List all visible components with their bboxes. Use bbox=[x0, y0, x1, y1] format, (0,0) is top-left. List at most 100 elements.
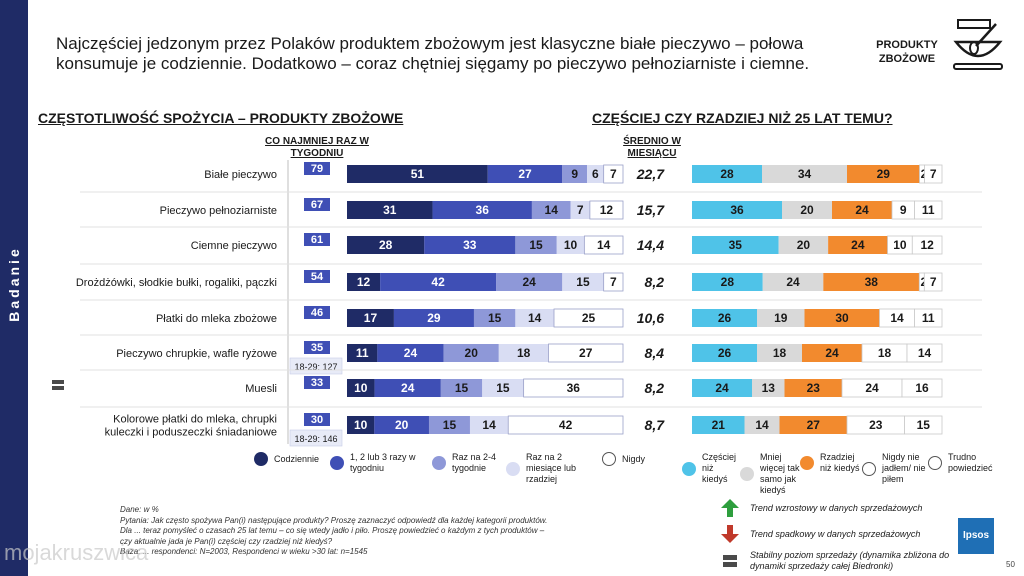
legend-left-label: Nigdy bbox=[622, 453, 646, 464]
left-segment-label: 10 bbox=[354, 381, 368, 395]
avg-month-value: 8,2 bbox=[645, 380, 665, 396]
right-segment-label: 24 bbox=[715, 381, 729, 395]
left-segment bbox=[515, 309, 554, 327]
left-segment bbox=[515, 236, 557, 254]
right-segment bbox=[901, 378, 943, 398]
avg-month-value: 10,6 bbox=[637, 310, 664, 326]
weekly-badge bbox=[304, 162, 330, 175]
right-segment-label: 14 bbox=[755, 418, 769, 432]
left-segment-label: 7 bbox=[577, 203, 584, 217]
right-segment-label: 28 bbox=[720, 167, 734, 181]
age-badge-value: 18-29: 146 bbox=[294, 434, 337, 444]
left-segment-label: 20 bbox=[395, 418, 409, 432]
right-segment bbox=[914, 308, 943, 328]
left-segment-label: 17 bbox=[364, 311, 378, 325]
legend-left-label: Codziennie bbox=[274, 453, 320, 464]
trend-down-label: Trend spadkowy w danych sprzedażowych bbox=[750, 528, 921, 539]
right-segment bbox=[692, 273, 763, 291]
right-segment bbox=[923, 272, 943, 292]
legend-right-label: Mniej więcej tak samo jak kiedyś bbox=[760, 452, 800, 495]
left-segment bbox=[347, 309, 394, 327]
left-segment-label: 12 bbox=[357, 275, 371, 289]
weekly-value: 33 bbox=[311, 377, 323, 389]
side-band: Badanie ilościowe bbox=[0, 0, 50, 576]
legend-left-item: Raz na 2-4 tygodnie bbox=[432, 452, 504, 474]
right-segment bbox=[914, 200, 943, 220]
left-segment-label: 15 bbox=[529, 238, 543, 252]
right-segment-label: 24 bbox=[786, 275, 800, 289]
notes-question-2: Dla ... teraz pomyśleć o czasach 25 lat … bbox=[120, 526, 545, 535]
notes: Dane: w % Pytania: Jak często spożywa Pa… bbox=[120, 505, 670, 558]
right-segment-label: 36 bbox=[730, 203, 744, 217]
left-segment-label: 7 bbox=[610, 275, 617, 289]
avg-month-value: 22,7 bbox=[636, 166, 665, 182]
left-segment-label: 24 bbox=[401, 381, 415, 395]
legend-right-label: Nigdy nie jadłem/ nie piłem bbox=[882, 452, 926, 484]
left-segment-label: 51 bbox=[411, 167, 425, 181]
left-segment-label: 14 bbox=[545, 203, 559, 217]
legend-right-item: Rzadziej niż kiedyś bbox=[800, 452, 862, 474]
left-segment-label: 42 bbox=[559, 418, 573, 432]
right-segment bbox=[904, 415, 943, 435]
right-segment-label: 18 bbox=[878, 346, 892, 360]
avg-month-value: 14,4 bbox=[637, 237, 664, 253]
left-segment bbox=[548, 343, 624, 363]
left-segment-label: 36 bbox=[476, 203, 490, 217]
weekly-badge bbox=[304, 306, 330, 319]
right-segment-label: 24 bbox=[825, 346, 839, 360]
row-label: Ciemne pieczywo bbox=[191, 240, 277, 252]
left-segment-label: 9 bbox=[571, 167, 578, 181]
left-segment bbox=[507, 415, 624, 435]
right-segment bbox=[778, 236, 829, 254]
right-segment bbox=[692, 344, 757, 362]
right-segment-label: 24 bbox=[851, 238, 865, 252]
left-segment bbox=[347, 344, 378, 362]
right-segment-label: 13 bbox=[762, 381, 776, 395]
weekly-value: 35 bbox=[311, 342, 323, 354]
right-segment-label: 20 bbox=[800, 203, 814, 217]
right-segment-label: 10 bbox=[893, 238, 907, 252]
avg-month-value: 8,4 bbox=[645, 345, 665, 361]
right-segment bbox=[692, 236, 779, 254]
right-segment-label: 26 bbox=[718, 311, 732, 325]
right-segment-label: 24 bbox=[855, 203, 869, 217]
right-segment-label: 20 bbox=[797, 238, 811, 252]
weekly-value: 46 bbox=[311, 307, 323, 319]
right-segment-label: 9 bbox=[900, 203, 907, 217]
right-segment bbox=[804, 309, 880, 327]
right-segment-label: 28 bbox=[721, 275, 735, 289]
right-segment-label: 18 bbox=[773, 346, 787, 360]
left-segment bbox=[380, 273, 497, 291]
legend-left-swatch bbox=[254, 452, 268, 466]
left-segment-label: 15 bbox=[576, 275, 590, 289]
right-segment bbox=[752, 379, 785, 397]
equals-icon bbox=[723, 555, 737, 567]
left-segment-label: 14 bbox=[528, 311, 542, 325]
avg-subhead: ŚREDNIO W MIESIĄCU bbox=[623, 136, 681, 159]
avg-month-value: 8,2 bbox=[645, 274, 665, 290]
legend-right-item: Nigdy nie jadłem/ nie piłem bbox=[862, 452, 928, 485]
age-badge-value: 18-29: 127 bbox=[294, 362, 337, 372]
right-segment-label: 34 bbox=[798, 167, 812, 181]
right-segment-label: 24 bbox=[865, 381, 879, 395]
left-segment-label: 42 bbox=[431, 275, 445, 289]
right-segment bbox=[802, 344, 862, 362]
weekly-badge bbox=[304, 376, 330, 389]
left-segment bbox=[393, 309, 474, 327]
right-segment-label: 14 bbox=[890, 311, 904, 325]
right-segment bbox=[924, 164, 943, 184]
avg-month-value: 8,7 bbox=[645, 417, 666, 433]
left-segment-label: 28 bbox=[379, 238, 393, 252]
left-segment bbox=[498, 344, 549, 362]
left-segment bbox=[556, 236, 585, 254]
legend-left-item: Raz na 2 miesiące lub rzadziej bbox=[506, 452, 600, 485]
left-segment-label: 10 bbox=[354, 418, 368, 432]
left-segment-label: 14 bbox=[482, 418, 496, 432]
left-segment-label: 15 bbox=[443, 418, 457, 432]
row-label: kuleczki i poduszeczki śniadaniowe bbox=[105, 427, 277, 439]
right-chart-title: CZĘŚCIEJ CZY RZADZIEJ NIŻ 25 LAT TEMU? bbox=[592, 110, 893, 126]
legend-left-item: 1, 2 lub 3 razy w tygodniu bbox=[330, 452, 428, 474]
left-segment bbox=[482, 379, 524, 397]
legend-left-item: Nigdy bbox=[602, 452, 662, 466]
left-segment-label: 11 bbox=[356, 346, 369, 360]
